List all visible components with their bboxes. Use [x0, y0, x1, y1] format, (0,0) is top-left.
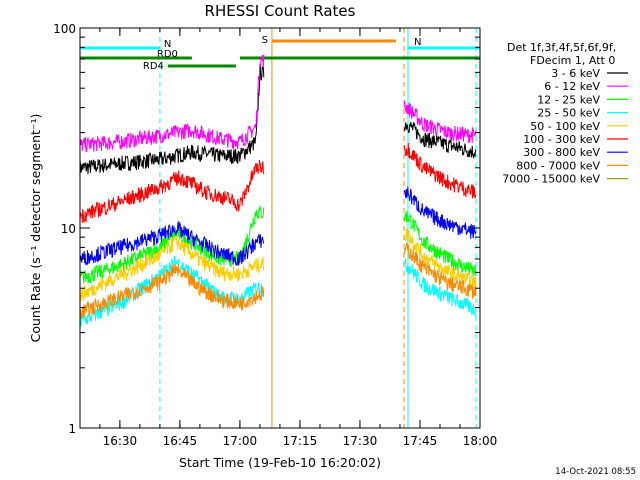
- y-tick-label-10: 10: [61, 222, 76, 236]
- chart-title: RHESSI Count Rates: [205, 2, 356, 20]
- legend-header-detectors: Det 1f,3f,4f,5f,6f,9f,: [507, 41, 616, 54]
- marker-label-n: N: [164, 39, 171, 50]
- y-axis-label: Count Rate (s⁻¹ detector segment⁻¹): [28, 114, 43, 343]
- series-line-300-800-kev-pre: [79, 220, 265, 267]
- marker-label-rd0: RD0: [157, 49, 178, 60]
- series-line-6-12-kev-post: [404, 100, 477, 144]
- legend-label-7000-15000-kev: 7000 - 15000 keV: [502, 173, 600, 186]
- y-tick-label-100: 100: [53, 22, 76, 36]
- x-tick-label-17-00: 17:00: [223, 434, 258, 448]
- marker-label-n: N: [414, 37, 421, 48]
- series-line-3-6-kev-post: [404, 121, 477, 160]
- legend-label-6-12-kev: 6 - 12 keV: [544, 80, 600, 93]
- y-axis-ticks: 1 10 100: [53, 22, 480, 436]
- series-line-800-7000-kev-pre: [79, 264, 265, 321]
- series-line-3-6-kev-pre: [79, 64, 265, 177]
- marker-label-s: S: [262, 35, 268, 46]
- x-tick-label-16-45: 16:45: [163, 434, 198, 448]
- x-axis-ticks: 16:30 16:45 17:00 17:15 17:30 17:45 18:00: [99, 28, 498, 448]
- legend-label-300-800-kev: 300 - 800 keV: [523, 146, 600, 159]
- series-lines: [79, 54, 477, 327]
- marker-label-rd4: RD4: [143, 61, 164, 72]
- legend-label-800-7000-kev: 800 - 7000 keV: [516, 159, 600, 172]
- series-line-800-7000-kev-post: [404, 242, 477, 299]
- series-line-12-25-kev-post: [404, 210, 477, 277]
- series-line-100-300-kev-post: [404, 142, 477, 199]
- x-axis-label: Start Time (19-Feb-10 16:20:02): [179, 455, 381, 470]
- legend-label-12-25-kev: 12 - 25 keV: [537, 93, 600, 106]
- legend-header-decimation: FDecim 1, Att 0: [530, 54, 615, 67]
- y-tick-label-1: 1: [68, 422, 76, 436]
- series-line-25-50-kev-post: [404, 258, 477, 318]
- x-tick-label-16-30: 16:30: [103, 434, 138, 448]
- legend-label-50-100-kev: 50 - 100 keV: [530, 120, 600, 133]
- series-line-300-800-kev-post: [404, 186, 477, 239]
- x-tick-label-17-45: 17:45: [403, 434, 438, 448]
- legend-label-25-50-kev: 25 - 50 keV: [537, 107, 600, 120]
- x-tick-label-17-30: 17:30: [343, 434, 378, 448]
- legend-label-100-300-kev: 100 - 300 keV: [523, 133, 600, 146]
- legend: Det 1f,3f,4f,5f,6f,9f,FDecim 1, Att 03 -…: [502, 41, 628, 186]
- series-line-100-300-kev-pre: [79, 159, 265, 224]
- x-tick-label-17-15: 17:15: [283, 434, 318, 448]
- series-line-50-100-kev-pre: [79, 234, 265, 302]
- series-line-6-12-kev-pre: [79, 54, 265, 153]
- x-tick-label-18-00: 18:00: [463, 434, 498, 448]
- generation-timestamp: 14-Oct-2021 08:55: [555, 467, 636, 477]
- legend-label-3-6-kev: 3 - 6 keV: [551, 67, 600, 80]
